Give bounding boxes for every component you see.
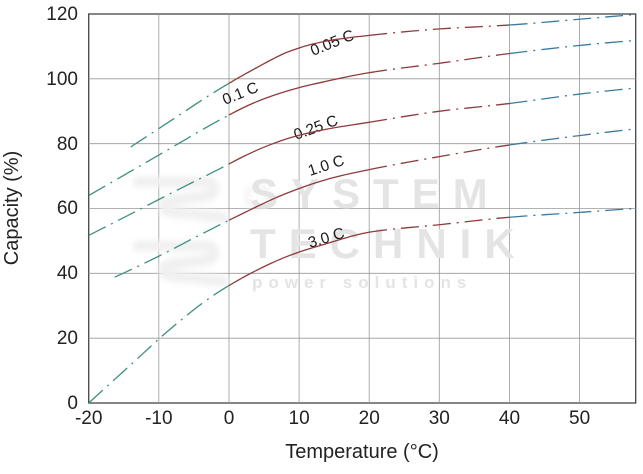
svg-text:40: 40	[57, 263, 78, 284]
svg-text:50: 50	[569, 408, 590, 429]
svg-text:60: 60	[57, 198, 78, 219]
svg-text:120: 120	[46, 4, 78, 25]
svg-text:power solutions: power solutions	[252, 273, 472, 292]
svg-text:80: 80	[57, 134, 78, 155]
svg-text:40: 40	[499, 408, 520, 429]
svg-text:30: 30	[429, 408, 450, 429]
svg-text:20: 20	[359, 408, 380, 429]
svg-text:-10: -10	[145, 408, 172, 429]
svg-text:10: 10	[289, 408, 310, 429]
svg-text:20: 20	[57, 328, 78, 349]
svg-text:TECHNIK: TECHNIK	[250, 220, 528, 267]
svg-text:100: 100	[46, 69, 78, 90]
svg-text:0: 0	[224, 408, 235, 429]
svg-text:-20: -20	[75, 408, 102, 429]
svg-text:Capacity (%): Capacity (%)	[1, 151, 23, 265]
svg-text:Temperature (°C): Temperature (°C)	[285, 441, 439, 463]
